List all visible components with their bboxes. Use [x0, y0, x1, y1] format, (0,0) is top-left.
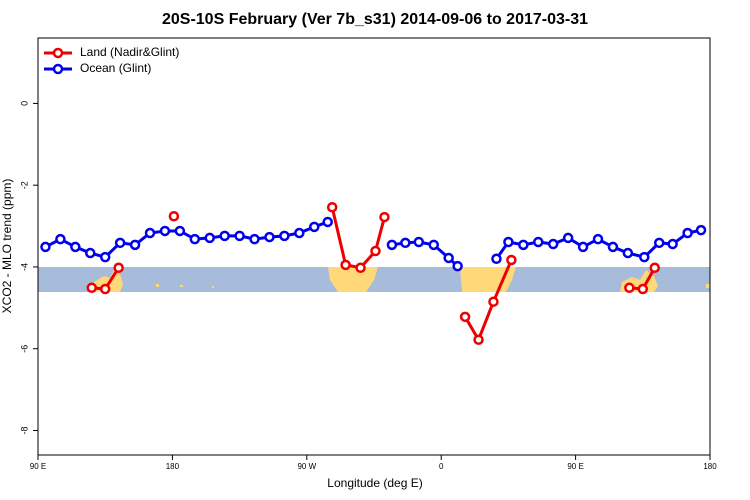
point — [622, 247, 634, 259]
point — [249, 233, 260, 245]
legend-marker — [52, 47, 64, 59]
point — [695, 224, 707, 236]
y-tick-label: 0 — [19, 101, 29, 106]
point — [326, 202, 338, 213]
point — [667, 238, 678, 250]
point — [219, 230, 230, 242]
point — [491, 253, 502, 265]
legend-label: Land (Nadir&Glint) — [80, 45, 179, 59]
point — [55, 233, 66, 245]
y-tick-label: -4 — [19, 263, 29, 271]
x-tick-label: 0 — [439, 462, 444, 471]
x-tick-label: 90 W — [297, 462, 316, 471]
point — [279, 230, 290, 242]
x-tick-label: 180 — [166, 462, 180, 471]
point — [452, 260, 463, 272]
point — [340, 259, 351, 271]
y-tick-label: -2 — [19, 181, 29, 189]
point — [649, 262, 660, 274]
point — [386, 239, 398, 251]
point — [204, 232, 215, 244]
point — [174, 225, 186, 237]
point — [682, 227, 693, 239]
y-tick-label: -8 — [19, 426, 29, 434]
point — [624, 282, 635, 294]
point — [144, 227, 156, 239]
point — [355, 262, 366, 274]
point — [488, 296, 499, 307]
point — [264, 231, 275, 243]
point — [40, 241, 51, 253]
point — [168, 210, 180, 222]
x-tick-label: 90 E — [30, 462, 46, 471]
y-tick-label: -6 — [19, 345, 29, 353]
point — [129, 239, 141, 251]
point — [70, 241, 81, 253]
point — [592, 233, 604, 245]
point — [85, 247, 96, 259]
point — [113, 262, 124, 274]
point — [189, 233, 201, 245]
point — [428, 239, 439, 251]
x-tick-label: 90 E — [567, 462, 583, 471]
legend-marker — [52, 63, 64, 75]
chart-title: 20S-10S February (Ver 7b_s31) 2014-09-06… — [162, 11, 588, 28]
point — [86, 282, 98, 294]
plot-frame — [37, 37, 711, 456]
x-tick-label: 180 — [703, 462, 717, 471]
point — [473, 334, 484, 345]
point — [607, 241, 619, 253]
point — [459, 311, 471, 323]
point — [99, 283, 111, 295]
point — [114, 237, 126, 249]
point — [294, 227, 305, 239]
point — [413, 236, 425, 248]
series-line — [44, 220, 702, 268]
point — [159, 225, 171, 237]
legend-label: Ocean (Glint) — [80, 61, 151, 75]
point — [443, 252, 454, 264]
point — [503, 236, 514, 248]
x-axis-label: Longitude (deg E) — [327, 476, 422, 490]
point — [577, 241, 589, 253]
point — [653, 237, 665, 249]
point — [639, 251, 650, 263]
point — [99, 251, 111, 263]
point — [400, 237, 411, 249]
point — [533, 236, 544, 248]
point — [506, 254, 517, 266]
point — [379, 211, 390, 223]
point — [518, 239, 529, 251]
y-axis-label: XCO2 - MLO trend (ppm) — [0, 179, 14, 314]
point — [562, 232, 574, 244]
point — [234, 230, 245, 242]
point — [370, 245, 381, 257]
point — [637, 283, 649, 295]
point — [547, 238, 559, 250]
point — [322, 216, 333, 228]
point — [309, 221, 320, 233]
